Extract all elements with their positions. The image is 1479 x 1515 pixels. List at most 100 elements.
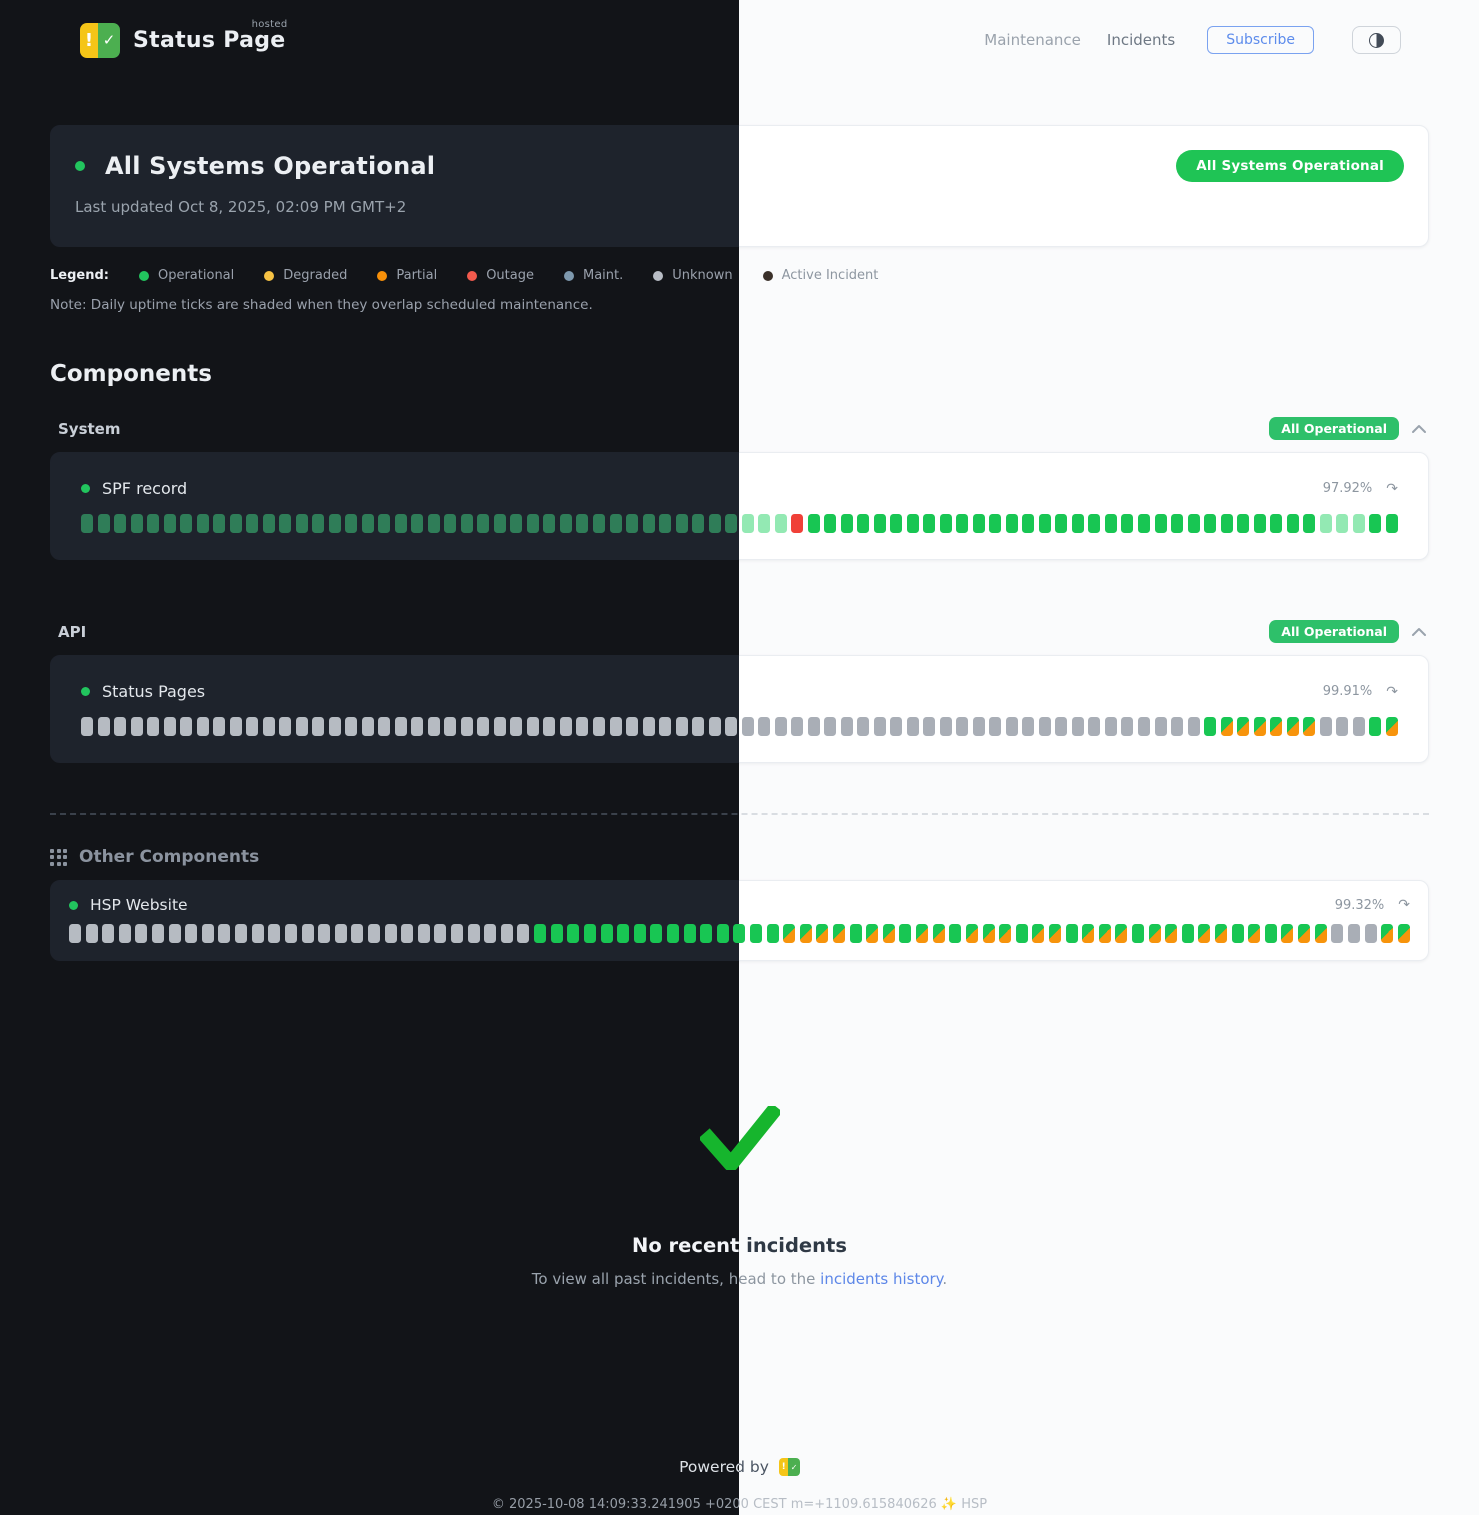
- tick[interactable]: [609, 717, 622, 736]
- tick[interactable]: [708, 717, 721, 736]
- tick[interactable]: [394, 514, 407, 533]
- tick[interactable]: [766, 924, 779, 943]
- tick[interactable]: [493, 717, 506, 736]
- tick[interactable]: [526, 514, 539, 533]
- tick[interactable]: [1171, 717, 1184, 736]
- tick[interactable]: [939, 514, 952, 533]
- tick[interactable]: [118, 924, 131, 943]
- tick[interactable]: [1237, 514, 1250, 533]
- tick[interactable]: [1369, 514, 1382, 533]
- powered-by-logo-icon[interactable]: ! ✓: [778, 1458, 800, 1476]
- tick[interactable]: [411, 514, 424, 533]
- tick[interactable]: [692, 717, 705, 736]
- tick[interactable]: [1187, 717, 1200, 736]
- tick[interactable]: [97, 717, 110, 736]
- tick[interactable]: [1198, 924, 1211, 943]
- tick[interactable]: [559, 514, 572, 533]
- tick[interactable]: [1121, 514, 1134, 533]
- tick[interactable]: [69, 924, 81, 943]
- tick[interactable]: [367, 924, 380, 943]
- tick[interactable]: [163, 717, 176, 736]
- tick[interactable]: [899, 924, 912, 943]
- tick[interactable]: [427, 514, 440, 533]
- tick[interactable]: [1281, 924, 1294, 943]
- tick[interactable]: [180, 717, 193, 736]
- tick[interactable]: [1264, 924, 1277, 943]
- tick[interactable]: [526, 717, 539, 736]
- tick[interactable]: [739, 924, 746, 943]
- tick[interactable]: [866, 924, 879, 943]
- tick[interactable]: [659, 514, 672, 533]
- tick[interactable]: [906, 717, 919, 736]
- tick[interactable]: [1055, 717, 1068, 736]
- tick[interactable]: [949, 924, 962, 943]
- tick[interactable]: [97, 514, 110, 533]
- tick[interactable]: [1237, 717, 1250, 736]
- tick[interactable]: [1347, 924, 1360, 943]
- tick[interactable]: [965, 924, 978, 943]
- tick[interactable]: [394, 717, 407, 736]
- tick[interactable]: [1336, 514, 1349, 533]
- tick[interactable]: [1270, 514, 1283, 533]
- tick[interactable]: [906, 514, 919, 533]
- tick[interactable]: [1204, 717, 1217, 736]
- tick[interactable]: [791, 514, 804, 533]
- tick[interactable]: [890, 514, 903, 533]
- tick[interactable]: [328, 717, 341, 736]
- tick[interactable]: [650, 924, 663, 943]
- tick[interactable]: [318, 924, 331, 943]
- tick[interactable]: [312, 514, 325, 533]
- tick[interactable]: [1270, 717, 1283, 736]
- tick[interactable]: [576, 514, 589, 533]
- tick[interactable]: [675, 514, 688, 533]
- tick[interactable]: [741, 514, 754, 533]
- tick[interactable]: [849, 924, 862, 943]
- tick[interactable]: [659, 717, 672, 736]
- tick[interactable]: [1181, 924, 1194, 943]
- tick[interactable]: [102, 924, 115, 943]
- tick[interactable]: [1319, 514, 1332, 533]
- tick[interactable]: [213, 717, 226, 736]
- tick[interactable]: [279, 717, 292, 736]
- tick[interactable]: [345, 514, 358, 533]
- tick[interactable]: [1204, 514, 1217, 533]
- tick[interactable]: [857, 717, 870, 736]
- tick[interactable]: [692, 514, 705, 533]
- tick[interactable]: [500, 924, 513, 943]
- tick[interactable]: [361, 514, 374, 533]
- tick[interactable]: [180, 514, 193, 533]
- tick[interactable]: [534, 924, 547, 943]
- tick[interactable]: [284, 924, 297, 943]
- tick[interactable]: [1352, 717, 1365, 736]
- tick[interactable]: [444, 514, 457, 533]
- tick[interactable]: [1286, 717, 1299, 736]
- tick[interactable]: [774, 717, 787, 736]
- tick[interactable]: [675, 717, 688, 736]
- tick[interactable]: [956, 717, 969, 736]
- tick[interactable]: [791, 717, 804, 736]
- tick[interactable]: [989, 717, 1002, 736]
- collapse-chevron-icon[interactable]: [1411, 627, 1427, 637]
- tick[interactable]: [972, 717, 985, 736]
- tick[interactable]: [301, 924, 314, 943]
- tick[interactable]: [451, 924, 464, 943]
- tick[interactable]: [1314, 924, 1327, 943]
- tick[interactable]: [609, 514, 622, 533]
- tick[interactable]: [583, 924, 596, 943]
- tick[interactable]: [351, 924, 364, 943]
- tick[interactable]: [543, 514, 556, 533]
- tick[interactable]: [484, 924, 497, 943]
- tick[interactable]: [279, 514, 292, 533]
- tick[interactable]: [152, 924, 165, 943]
- tick[interactable]: [1352, 514, 1365, 533]
- tick[interactable]: [1369, 717, 1382, 736]
- tick[interactable]: [1055, 514, 1068, 533]
- tick[interactable]: [1104, 717, 1117, 736]
- tick[interactable]: [700, 924, 713, 943]
- tick[interactable]: [81, 717, 93, 736]
- tick[interactable]: [460, 514, 473, 533]
- tick[interactable]: [725, 514, 738, 533]
- tick[interactable]: [218, 924, 231, 943]
- tick[interactable]: [1148, 924, 1161, 943]
- nav-item-incidents[interactable]: Incidents: [1106, 31, 1176, 49]
